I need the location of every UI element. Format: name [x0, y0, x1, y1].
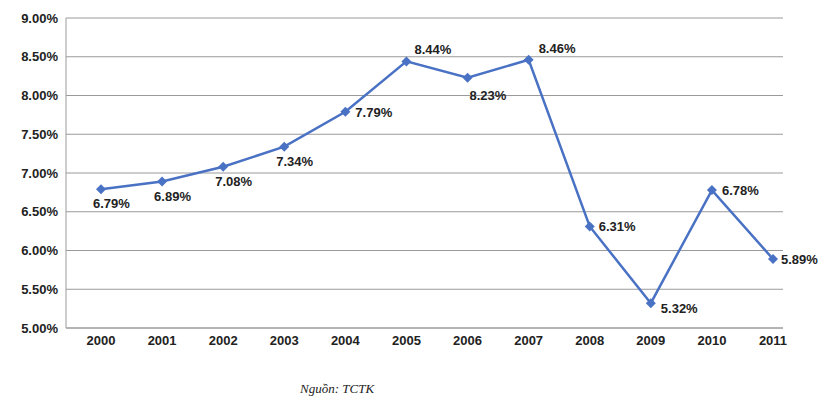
svg-text:2006: 2006 [453, 333, 482, 348]
html-text:Nguồn: TCTK: Nguồn: TCTK [300, 381, 375, 396]
svg-text:8.00%: 8.00% [21, 88, 58, 103]
svg-text:6.89%: 6.89% [154, 189, 191, 204]
svg-text:6.78%: 6.78% [722, 183, 759, 198]
svg-text:8.44%: 8.44% [414, 42, 451, 57]
svg-text:5.50%: 5.50% [21, 282, 58, 297]
svg-text:2001: 2001 [148, 333, 177, 348]
svg-text:6.31%: 6.31% [599, 219, 636, 234]
svg-text:2010: 2010 [697, 333, 726, 348]
svg-text:2009: 2009 [636, 333, 665, 348]
svg-text:2007: 2007 [514, 333, 543, 348]
svg-text:7.34%: 7.34% [276, 154, 313, 169]
svg-text:7.08%: 7.08% [215, 174, 252, 189]
svg-text:2000: 2000 [87, 333, 116, 348]
svg-text:7.79%: 7.79% [355, 105, 392, 120]
svg-text:2008: 2008 [575, 333, 604, 348]
svg-text:5.32%: 5.32% [661, 301, 698, 316]
svg-text:5.00%: 5.00% [21, 321, 58, 336]
svg-text:5.89%: 5.89% [781, 252, 818, 267]
svg-text:9.00%: 9.00% [21, 11, 58, 26]
svg-text:8.50%: 8.50% [21, 49, 58, 64]
svg-text:6.50%: 6.50% [21, 204, 58, 219]
svg-text:2005: 2005 [392, 333, 421, 348]
svg-text:8.23%: 8.23% [470, 88, 507, 103]
svg-text:2002: 2002 [209, 333, 238, 348]
svg-text:6.79%: 6.79% [93, 196, 130, 211]
svg-text:7.50%: 7.50% [21, 127, 58, 142]
svg-text:2011: 2011 [759, 333, 787, 348]
svg-text:2004: 2004 [331, 333, 361, 348]
svg-text:7.00%: 7.00% [21, 166, 58, 181]
svg-text:2003: 2003 [270, 333, 299, 348]
svg-text:6.00%: 6.00% [21, 243, 58, 258]
svg-text:8.46%: 8.46% [539, 41, 576, 56]
